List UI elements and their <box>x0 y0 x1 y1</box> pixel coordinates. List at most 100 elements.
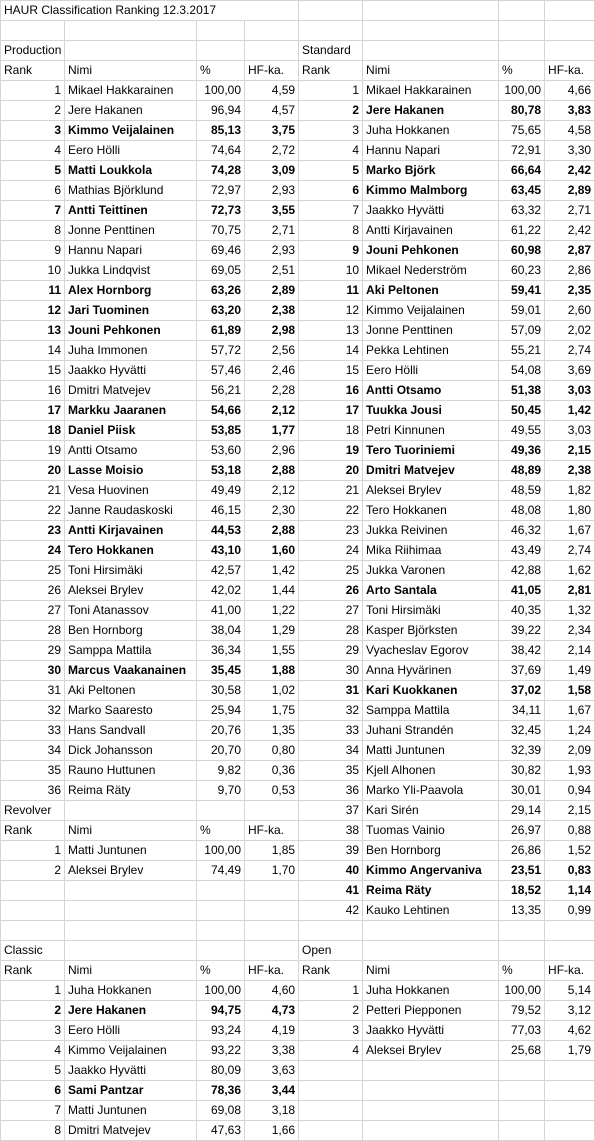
percent-cell[interactable]: 54,08 <box>499 361 545 381</box>
hf-cell[interactable]: 2,38 <box>545 461 594 481</box>
rank-cell[interactable]: 36 <box>1 781 65 801</box>
name-cell[interactable]: Vesa Huovinen <box>65 481 197 501</box>
name-cell[interactable]: Vyacheslav Egorov <box>363 641 499 661</box>
hf-cell[interactable]: 1,80 <box>545 501 594 521</box>
empty-cell[interactable] <box>197 801 245 821</box>
percent-cell[interactable]: 20,76 <box>197 721 245 741</box>
rank-cell[interactable]: 17 <box>1 401 65 421</box>
name-cell[interactable]: Tero Hokkanen <box>363 501 499 521</box>
empty-cell[interactable] <box>245 41 299 61</box>
empty-cell[interactable] <box>197 921 245 941</box>
hf-cell[interactable]: 0,99 <box>545 901 594 921</box>
empty-cell[interactable] <box>299 1 363 21</box>
name-cell[interactable]: Dmitri Matvejev <box>65 381 197 401</box>
rank-cell[interactable]: 16 <box>299 381 363 401</box>
name-cell[interactable]: Matti Juntunen <box>65 841 197 861</box>
name-cell[interactable]: Tero Tuoriniemi <box>363 441 499 461</box>
percent-cell[interactable]: 30,82 <box>499 761 545 781</box>
rank-cell[interactable]: 2 <box>299 1001 363 1021</box>
rank-cell[interactable]: 10 <box>299 261 363 281</box>
empty-cell[interactable] <box>65 881 197 901</box>
percent-cell[interactable]: 35,45 <box>197 661 245 681</box>
name-header[interactable]: Nimi <box>65 821 197 841</box>
hf-cell[interactable]: 2,87 <box>545 241 594 261</box>
percent-cell[interactable]: 63,20 <box>197 301 245 321</box>
rank-cell[interactable]: 28 <box>1 621 65 641</box>
hf-cell[interactable]: 3,75 <box>245 121 299 141</box>
percent-cell[interactable]: 72,97 <box>197 181 245 201</box>
percent-cell[interactable]: 26,97 <box>499 821 545 841</box>
empty-cell[interactable] <box>65 21 197 41</box>
hf-cell[interactable]: 3,18 <box>245 1101 299 1121</box>
empty-cell[interactable] <box>65 41 197 61</box>
hf-cell[interactable]: 2,28 <box>245 381 299 401</box>
percent-cell[interactable]: 63,26 <box>197 281 245 301</box>
hf-cell[interactable]: 3,69 <box>545 361 594 381</box>
percent-cell[interactable]: 55,21 <box>499 341 545 361</box>
empty-cell[interactable] <box>499 1081 545 1101</box>
hf-cell[interactable]: 2,38 <box>245 301 299 321</box>
name-cell[interactable]: Aleksei Brylev <box>363 1041 499 1061</box>
hf-cell[interactable]: 1,49 <box>545 661 594 681</box>
empty-cell[interactable] <box>65 801 197 821</box>
percent-cell[interactable]: 23,51 <box>499 861 545 881</box>
rank-cell[interactable]: 30 <box>299 661 363 681</box>
hf-cell[interactable]: 1,24 <box>545 721 594 741</box>
hf-cell[interactable]: 2,12 <box>245 481 299 501</box>
percent-cell[interactable]: 39,22 <box>499 621 545 641</box>
hf-cell[interactable]: 1,42 <box>245 561 299 581</box>
rank-cell[interactable]: 19 <box>1 441 65 461</box>
name-cell[interactable]: Petri Kinnunen <box>363 421 499 441</box>
name-cell[interactable]: Jouni Pehkonen <box>65 321 197 341</box>
rank-cell[interactable]: 26 <box>299 581 363 601</box>
hf-cell[interactable]: 0,36 <box>245 761 299 781</box>
percent-cell[interactable]: 25,68 <box>499 1041 545 1061</box>
hf-cell[interactable]: 4,57 <box>245 101 299 121</box>
rank-cell[interactable]: 31 <box>299 681 363 701</box>
empty-cell[interactable] <box>545 1081 594 1101</box>
percent-cell[interactable]: 43,10 <box>197 541 245 561</box>
hf-cell[interactable]: 2,60 <box>545 301 594 321</box>
hf-cell[interactable]: 1,75 <box>245 701 299 721</box>
percent-cell[interactable]: 56,21 <box>197 381 245 401</box>
name-cell[interactable]: Dmitri Matvejev <box>363 461 499 481</box>
hf-cell[interactable]: 4,58 <box>545 121 594 141</box>
empty-cell[interactable] <box>499 1 545 21</box>
hf-header[interactable]: HF-ka. <box>245 961 299 981</box>
name-cell[interactable]: Tero Hokkanen <box>65 541 197 561</box>
hf-header[interactable]: HF-ka. <box>245 61 299 81</box>
rank-cell[interactable]: 27 <box>1 601 65 621</box>
rank-cell[interactable]: 5 <box>1 161 65 181</box>
percent-cell[interactable]: 18,52 <box>499 881 545 901</box>
rank-cell[interactable]: 3 <box>299 1021 363 1041</box>
percent-cell[interactable]: 100,00 <box>499 981 545 1001</box>
hf-cell[interactable]: 4,19 <box>245 1021 299 1041</box>
hf-cell[interactable]: 1,29 <box>245 621 299 641</box>
hf-cell[interactable]: 2,89 <box>245 281 299 301</box>
percent-cell[interactable]: 61,22 <box>499 221 545 241</box>
rank-cell[interactable]: 21 <box>299 481 363 501</box>
hf-cell[interactable]: 0,83 <box>545 861 594 881</box>
hf-cell[interactable]: 2,15 <box>545 801 594 821</box>
name-cell[interactable]: Aki Peltonen <box>65 681 197 701</box>
rank-cell[interactable]: 26 <box>1 581 65 601</box>
empty-cell[interactable] <box>545 1 594 21</box>
percent-cell[interactable]: 50,45 <box>499 401 545 421</box>
percent-cell[interactable]: 51,38 <box>499 381 545 401</box>
hf-cell[interactable]: 2,72 <box>245 141 299 161</box>
percent-cell[interactable]: 69,08 <box>197 1101 245 1121</box>
name-cell[interactable]: Aleksei Brylev <box>363 481 499 501</box>
empty-cell[interactable] <box>299 1121 363 1141</box>
hf-cell[interactable]: 5,14 <box>545 981 594 1001</box>
hf-cell[interactable]: 2,46 <box>245 361 299 381</box>
empty-cell[interactable] <box>499 941 545 961</box>
percent-cell[interactable]: 48,08 <box>499 501 545 521</box>
section-label-classic[interactable]: Classic <box>1 941 65 961</box>
rank-header[interactable]: Rank <box>1 821 65 841</box>
hf-cell[interactable]: 2,74 <box>545 541 594 561</box>
hf-cell[interactable]: 2,88 <box>245 461 299 481</box>
name-cell[interactable]: Samppa Mattila <box>65 641 197 661</box>
percent-cell[interactable]: 69,46 <box>197 241 245 261</box>
percent-cell[interactable]: 37,02 <box>499 681 545 701</box>
name-cell[interactable]: Toni Atanassov <box>65 601 197 621</box>
